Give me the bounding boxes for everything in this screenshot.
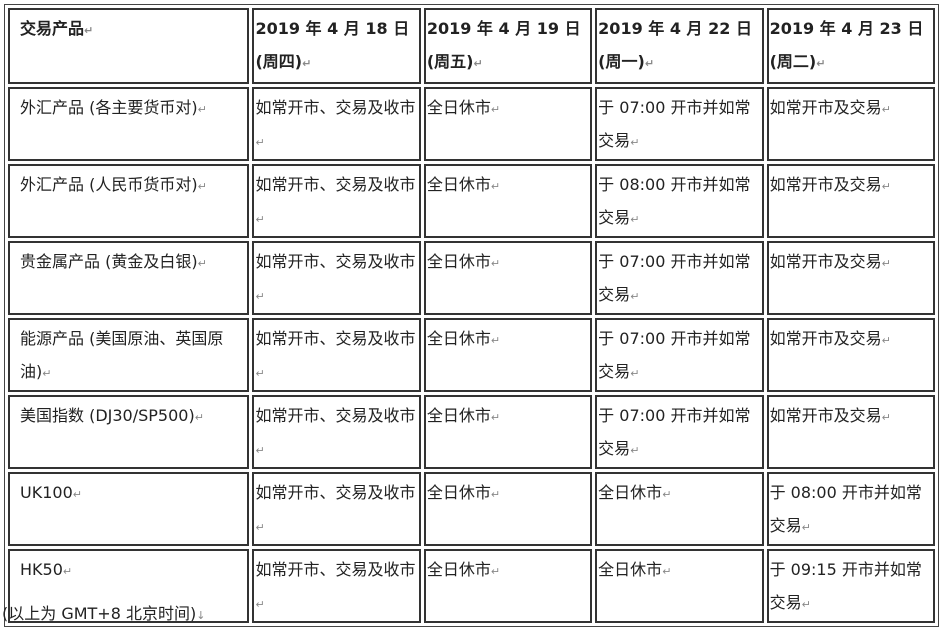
schedule-cell: 如常开市、交易及收市↵ [252, 164, 421, 238]
schedule-cell: 如常开市、交易及收市↵ [252, 395, 421, 469]
table-row: 能源产品 (美国原油、英国原油)↵ 如常开市、交易及收市↵ 全日休市↵ 于 07:00… [8, 318, 935, 392]
schedule-cell: 于 09:15 开市并如常交易↵ [766, 549, 935, 623]
schedule-cell: 全日休市↵ [423, 87, 593, 161]
schedule-cell: 如常开市及交易↵ [766, 318, 935, 392]
schedule-cell: 如常开市、交易及收市↵ [252, 241, 421, 315]
product-cell: 外汇产品 (各主要货币对)↵ [8, 87, 250, 161]
table-header-row: 交易产品↵ 2019 年 4 月 18 日(周四)↵ 2019 年 4 月 19… [8, 8, 935, 84]
header-date: 2019 年 4 月 23 日(周二)↵ [766, 8, 935, 84]
schedule-cell: 如常开市、交易及收市↵ [252, 549, 421, 623]
schedule-cell: 全日休市↵ [423, 164, 593, 238]
schedule-cell: 于 07:00 开市并如常交易↵ [595, 87, 764, 161]
schedule-cell: 如常开市及交易↵ [766, 241, 935, 315]
schedule-cell: 于 08:00 开市并如常交易↵ [766, 472, 935, 546]
header-product: 交易产品↵ [8, 8, 250, 84]
header-date: 2019 年 4 月 18 日(周四)↵ [252, 8, 421, 84]
schedule-cell: 全日休市↵ [423, 395, 593, 469]
table-row: UK100↵ 如常开市、交易及收市↵ 全日休市↵ 全日休市↵ 于 08:00 开市并如常… [8, 472, 935, 546]
schedule-cell: 于 07:00 开市并如常交易↵ [595, 318, 764, 392]
schedule-cell: 全日休市↵ [595, 549, 764, 623]
table-row: 贵金属产品 (黄金及白银)↵ 如常开市、交易及收市↵ 全日休市↵ 于 07:00 开市… [8, 241, 935, 315]
table-row: HK50↵ 如常开市、交易及收市↵ 全日休市↵ 全日休市↵ 于 09:15 开市并如常交… [8, 549, 935, 623]
product-cell: 贵金属产品 (黄金及白银)↵ [8, 241, 250, 315]
schedule-cell: 全日休市↵ [423, 549, 593, 623]
product-cell: 能源产品 (美国原油、英国原油)↵ [8, 318, 250, 392]
schedule-cell: 如常开市及交易↵ [766, 395, 935, 469]
schedule-cell: 如常开市、交易及收市↵ [252, 318, 421, 392]
schedule-cell: 全日休市↵ [423, 472, 593, 546]
footnote: (以上为 GMT+8 北京时间)↓ [2, 604, 206, 623]
schedule-cell: 于 08:00 开市并如常交易↵ [595, 164, 764, 238]
market-hours-table: 交易产品↵ 2019 年 4 月 18 日(周四)↵ 2019 年 4 月 19… [4, 4, 939, 627]
product-cell: UK100↵ [8, 472, 250, 546]
schedule-cell: 全日休市↵ [423, 318, 593, 392]
table-row: 美国指数 (DJ30/SP500)↵ 如常开市、交易及收市↵ 全日休市↵ 于 07:0… [8, 395, 935, 469]
header-date: 2019 年 4 月 22 日(周一)↵ [595, 8, 764, 84]
table-row: 外汇产品 (各主要货币对)↵ 如常开市、交易及收市↵ 全日休市↵ 于 07:00 开市… [8, 87, 935, 161]
header-date: 2019 年 4 月 19 日(周五)↵ [423, 8, 593, 84]
schedule-cell: 如常开市、交易及收市↵ [252, 87, 421, 161]
table-row: 外汇产品 (人民币货币对)↵ 如常开市、交易及收市↵ 全日休市↵ 于 08:00 开市… [8, 164, 935, 238]
schedule-cell: 全日休市↵ [595, 472, 764, 546]
schedule-cell: 于 07:00 开市并如常交易↵ [595, 395, 764, 469]
schedule-cell: 如常开市、交易及收市↵ [252, 472, 421, 546]
schedule-cell: 于 07:00 开市并如常交易↵ [595, 241, 764, 315]
schedule-cell: 如常开市及交易↵ [766, 164, 935, 238]
product-cell: 外汇产品 (人民币货币对)↵ [8, 164, 250, 238]
schedule-cell: 全日休市↵ [423, 241, 593, 315]
schedule-cell: 如常开市及交易↵ [766, 87, 935, 161]
product-cell: 美国指数 (DJ30/SP500)↵ [8, 395, 250, 469]
product-cell: HK50↵ [8, 549, 250, 623]
